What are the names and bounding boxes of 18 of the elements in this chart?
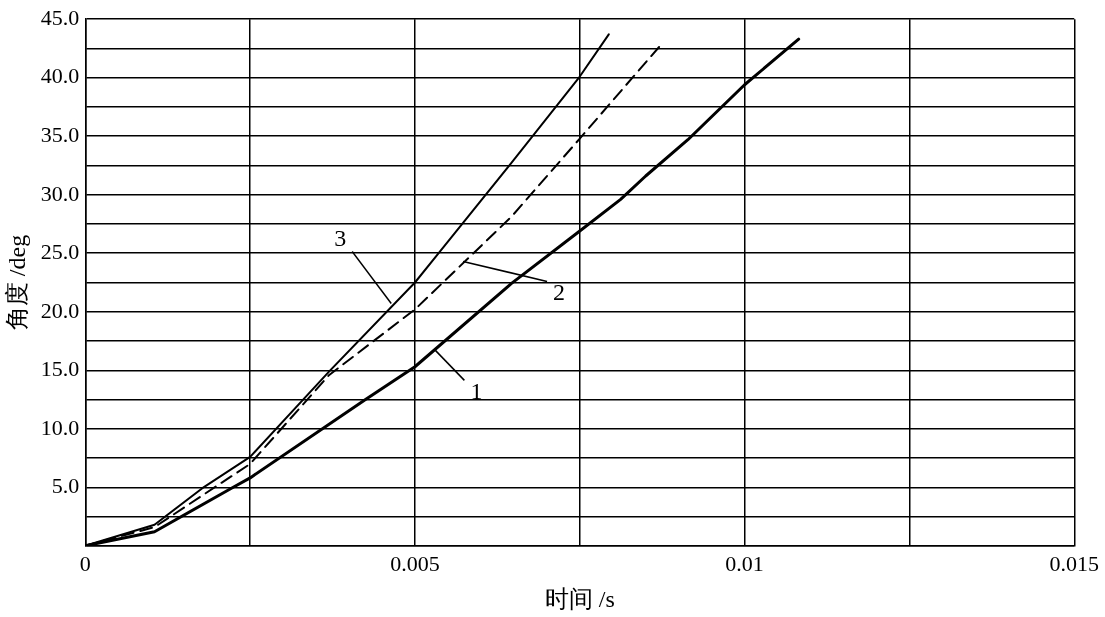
annotation: 3	[334, 224, 347, 251]
x-tick-label: 0.005	[390, 550, 440, 576]
x-tick-label: 0.01	[725, 550, 764, 576]
y-tick-label: 30.0	[40, 180, 80, 206]
x-axis-title: 时间 /s	[544, 585, 615, 612]
y-tick-label: 15.0	[40, 356, 80, 382]
y-tick-label: 35.0	[40, 122, 80, 147]
x-tick-label: 0	[79, 550, 91, 576]
y-axis-title: 角度 /deg	[3, 234, 30, 331]
y-tick-label: 10.0	[40, 414, 80, 440]
annotation: 2	[553, 278, 566, 305]
y-tick-label: 40.0	[40, 63, 80, 89]
x-tick-label: 0.015	[1049, 550, 1099, 576]
y-tick-label: 45.0	[40, 4, 80, 30]
y-tick-label: 5.0	[51, 473, 80, 499]
y-tick-label: 25.0	[40, 239, 80, 265]
annotation: 1	[470, 377, 483, 404]
y-tick-label: 20.0	[40, 297, 80, 323]
